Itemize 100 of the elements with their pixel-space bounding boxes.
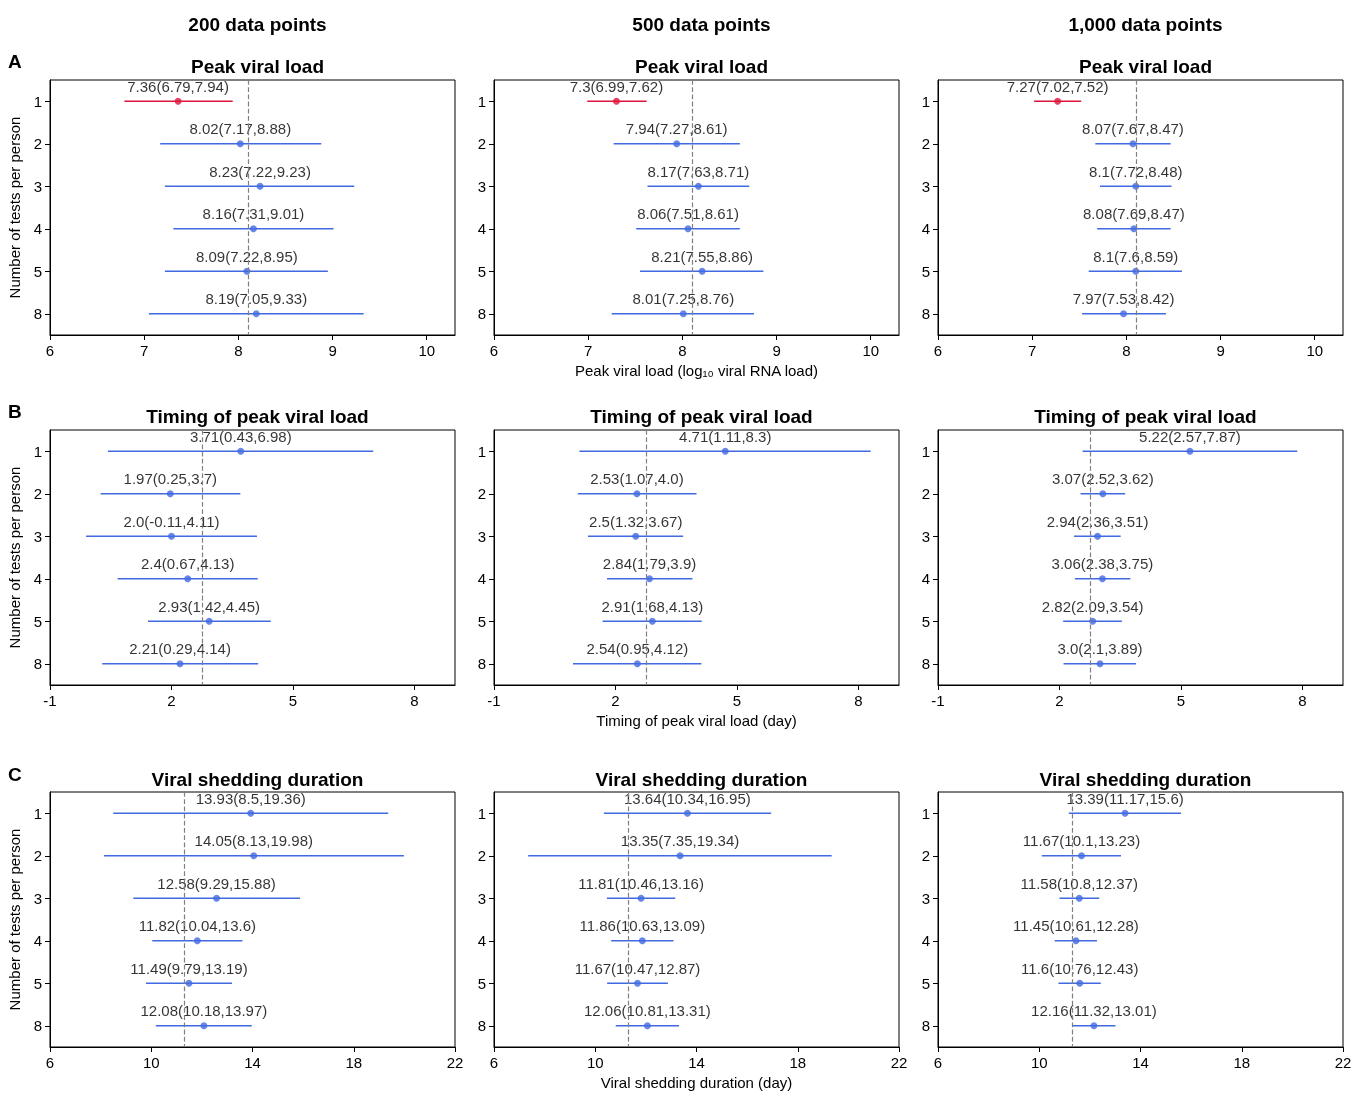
y-tick-label: 1 xyxy=(477,92,486,110)
point xyxy=(168,532,175,540)
point xyxy=(683,809,691,817)
chart-title: Timing of peak viral load xyxy=(590,406,813,427)
y-tick-label: 1 xyxy=(33,804,42,822)
point xyxy=(1075,894,1083,902)
point xyxy=(1120,310,1128,318)
point xyxy=(638,937,646,945)
data-label: 12.58(9.29,15.88) xyxy=(157,874,276,892)
y-tick-label: 4 xyxy=(477,932,486,950)
data-label: 7.94(7.27,8.61) xyxy=(625,120,728,138)
point xyxy=(236,140,244,148)
point xyxy=(1098,575,1106,583)
y-tick-label: 5 xyxy=(477,974,486,992)
x-tick-label: 6 xyxy=(45,342,55,359)
y-tick-label: 8 xyxy=(33,1017,42,1035)
data-label: 2.91(1.68,4.13) xyxy=(601,597,704,615)
chart-subtitle: 500 data points xyxy=(632,14,771,35)
x-tick-label: 7 xyxy=(584,342,593,359)
point xyxy=(184,575,192,583)
point xyxy=(1186,447,1194,455)
data-label: 3.71(0.43,6.98) xyxy=(189,427,292,445)
data-label: 3.07(2.52,3.62) xyxy=(1051,470,1154,488)
x-tick-label: 8 xyxy=(1122,342,1131,359)
x-tick-label: 14 xyxy=(244,1054,261,1071)
x-tick-label: 8 xyxy=(1298,692,1307,709)
y-tick-label: 2 xyxy=(921,485,930,503)
y-tick-label: 3 xyxy=(33,527,42,545)
chart-subtitle: 1,000 data points xyxy=(1068,14,1223,35)
x-tick-label: 6 xyxy=(933,1054,943,1071)
data-label: 8.17(7.63,8.71) xyxy=(647,162,750,180)
x-tick-label: 5 xyxy=(1176,692,1186,709)
data-label: 11.81(10.46,13.16) xyxy=(578,874,704,892)
data-label: 8.06(7.51,8.61) xyxy=(637,205,739,223)
point xyxy=(247,809,255,817)
chart-title: Peak viral load xyxy=(634,56,769,77)
y-tick-label: 2 xyxy=(33,135,42,153)
point xyxy=(1121,809,1129,817)
x-tick-label: 22 xyxy=(890,1054,908,1071)
point xyxy=(634,979,642,987)
y-tick-label: 3 xyxy=(33,177,42,195)
y-tick-label: 2 xyxy=(33,485,42,503)
chart-title: Peak viral load xyxy=(190,56,325,77)
data-label: 13.35(7.35,19.34) xyxy=(620,832,740,850)
y-tick-label: 5 xyxy=(921,974,930,992)
x-tick-label: 8 xyxy=(234,342,243,359)
data-label: 2.5(1.32,3.67) xyxy=(589,512,683,530)
data-label: 2.82(2.09,3.54) xyxy=(1041,597,1144,615)
y-tick-label: 2 xyxy=(33,847,42,865)
point xyxy=(193,937,201,945)
chart-title: Viral shedding duration xyxy=(595,769,808,790)
x-axis-title: Viral shedding duration (day) xyxy=(600,1073,793,1091)
point xyxy=(1076,979,1084,987)
data-label: 2.84(1.79,3.9) xyxy=(602,555,697,573)
y-tick-label: 8 xyxy=(921,655,930,673)
x-tick-label: 18 xyxy=(789,1054,807,1071)
x-tick-label: 9 xyxy=(328,342,337,359)
point xyxy=(679,310,687,318)
data-label: 5.22(2.57,7.87) xyxy=(1139,427,1241,445)
point xyxy=(684,225,692,233)
data-label: 11.86(10.63,13.09) xyxy=(579,917,706,935)
x-tick-label: 10 xyxy=(586,1054,604,1071)
y-tick-label: 1 xyxy=(921,442,930,460)
x-tick-label: 22 xyxy=(446,1054,464,1071)
y-tick-label: 1 xyxy=(33,442,42,460)
x-tick-label: 6 xyxy=(489,342,499,359)
y-tick-label: 5 xyxy=(477,612,486,630)
y-tick-label: 5 xyxy=(921,262,930,280)
y-tick-label: 3 xyxy=(477,177,486,195)
data-label: 8.07(7.67,8.47) xyxy=(1082,120,1184,138)
y-tick-label: 3 xyxy=(921,177,930,195)
x-tick-label: 14 xyxy=(688,1054,705,1071)
chart-title: Timing of peak viral load xyxy=(1034,406,1257,427)
x-tick-label: 8 xyxy=(854,692,863,709)
data-label: 11.58(10.8,12.37) xyxy=(1020,874,1138,892)
x-tick-label: 8 xyxy=(410,692,419,709)
data-label: 8.09(7.22,8.95) xyxy=(195,247,298,265)
y-tick-label: 4 xyxy=(921,570,930,588)
point xyxy=(249,225,257,233)
y-tick-label: 4 xyxy=(477,570,486,588)
point xyxy=(1129,140,1137,148)
y-tick-label: 8 xyxy=(477,655,486,673)
y-tick-label: 5 xyxy=(33,974,42,992)
x-tick-label: 9 xyxy=(772,342,781,359)
y-tick-label: 1 xyxy=(477,442,486,460)
data-label: 2.0(-0.11,4.11) xyxy=(123,512,220,530)
data-label: 8.21(7.55,8.86) xyxy=(651,247,754,265)
y-tick-label: 1 xyxy=(477,804,486,822)
y-tick-label: 5 xyxy=(33,612,42,630)
x-tick-label: 6 xyxy=(45,1054,55,1071)
x-tick-label: 10 xyxy=(1030,1054,1048,1071)
y-tick-label: 8 xyxy=(477,305,486,323)
point xyxy=(633,490,641,498)
point xyxy=(1096,660,1104,668)
x-tick-label: 6 xyxy=(933,342,943,359)
chart-title: Viral shedding duration xyxy=(1039,769,1252,790)
point xyxy=(1072,937,1080,945)
data-label: 11.67(10.1,13.23) xyxy=(1022,832,1141,850)
y-tick-label: 3 xyxy=(921,527,930,545)
x-tick-label: 9 xyxy=(1216,342,1225,359)
